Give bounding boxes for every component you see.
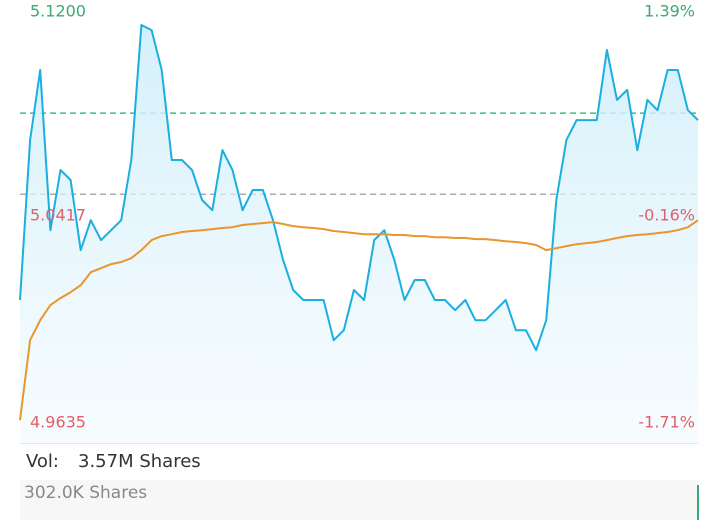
line xyxy=(19,219,699,421)
volume-total: 3.57M Shares xyxy=(78,451,201,472)
y2-tick-label: 1.39% xyxy=(644,2,695,21)
y-tick-label: 4.9635 xyxy=(30,413,86,432)
y-tick-label: 5.1200 xyxy=(30,2,86,21)
y2-tick-label: -0.16% xyxy=(638,206,695,225)
y2-tick-label: -1.71% xyxy=(638,413,695,432)
y-tick-label: 5.0417 xyxy=(30,206,86,225)
volume-label: Vol: xyxy=(26,451,59,472)
volume-bar xyxy=(697,485,699,520)
volume-scale: 302.0K Shares xyxy=(24,483,147,503)
area xyxy=(20,25,698,443)
line xyxy=(19,24,699,352)
volume-area xyxy=(20,480,698,520)
